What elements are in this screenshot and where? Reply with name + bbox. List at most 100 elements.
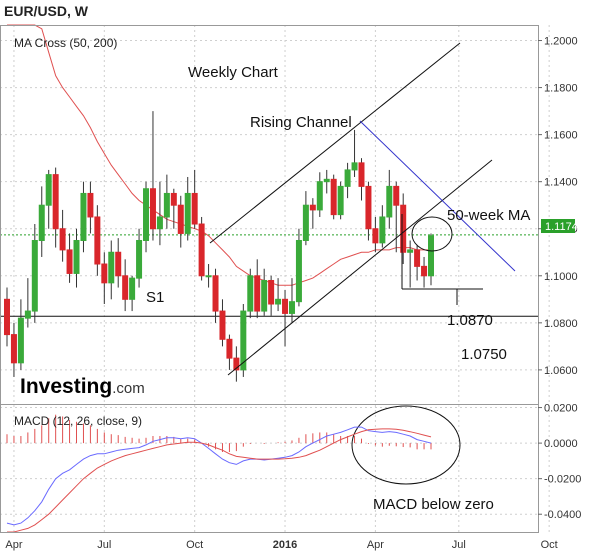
macd-tick-label: 0.0200 xyxy=(544,403,578,415)
target-1-label: 1.0870 xyxy=(447,312,493,329)
candle xyxy=(323,169,330,194)
candle-body xyxy=(184,192,191,234)
candle-body xyxy=(309,204,316,211)
candle xyxy=(400,193,407,265)
candle-body xyxy=(122,275,129,300)
time-tick-label: Apr xyxy=(5,539,22,551)
candle xyxy=(337,181,344,220)
candle xyxy=(421,256,428,288)
candle-body xyxy=(191,192,198,225)
candle-body xyxy=(156,216,163,230)
brand-logo: Investing.com xyxy=(20,375,145,398)
candle xyxy=(212,268,219,323)
macd-highlight-circle xyxy=(351,405,461,485)
brand-suffix: .com xyxy=(112,380,145,397)
candle-body xyxy=(226,338,233,359)
candle xyxy=(101,252,108,305)
candle-body xyxy=(80,192,87,241)
candle xyxy=(268,275,275,316)
target-2-label: 1.0750 xyxy=(461,346,507,363)
candle-body xyxy=(198,223,205,277)
candle xyxy=(122,259,129,312)
macd-annotation: MACD below zero xyxy=(373,496,494,513)
ma-line-ma50 xyxy=(7,24,431,286)
candle-body xyxy=(316,181,323,211)
candle xyxy=(309,198,316,229)
candle xyxy=(414,245,421,281)
candle xyxy=(129,275,136,312)
candle-body xyxy=(10,334,17,364)
time-tick-label: Oct xyxy=(541,539,558,551)
candle-body xyxy=(302,204,309,241)
candle xyxy=(66,233,73,283)
channel-upper-line xyxy=(209,42,461,244)
candle-body xyxy=(428,235,434,277)
candle-body xyxy=(87,192,94,218)
ma-50-label: 50-week MA xyxy=(447,207,530,224)
candle-body xyxy=(268,279,275,305)
current-price-value: 1.1174 xyxy=(545,221,578,233)
candle xyxy=(163,174,170,229)
time-tick-label: Jul xyxy=(452,539,466,551)
candle xyxy=(170,188,177,229)
candlestick-series xyxy=(4,111,434,382)
candle xyxy=(17,299,24,370)
chart-title: Weekly Chart xyxy=(188,64,279,81)
candle-body xyxy=(143,188,150,241)
candle xyxy=(330,174,337,220)
pair-title: EUR/USD, W xyxy=(4,3,88,19)
candle xyxy=(4,287,10,347)
candle xyxy=(24,278,31,328)
macd-series xyxy=(6,414,432,533)
candle-body xyxy=(17,317,24,364)
candle-body xyxy=(149,188,156,230)
candle-body xyxy=(358,162,365,187)
candle xyxy=(38,186,45,257)
candle xyxy=(149,111,156,241)
candle xyxy=(45,169,52,229)
candle-body xyxy=(400,204,407,253)
candle xyxy=(31,224,38,323)
candle-body xyxy=(219,310,226,340)
candle-body xyxy=(38,204,45,241)
grid-lines xyxy=(0,25,550,532)
candle-body xyxy=(282,298,289,314)
candle-body xyxy=(261,279,268,312)
candle xyxy=(136,228,143,288)
time-tick-label: 2016 xyxy=(273,539,297,551)
candle-body xyxy=(344,169,351,187)
candle-body xyxy=(163,192,170,218)
price-tick-label: 1.1800 xyxy=(544,83,578,95)
candle xyxy=(233,346,240,382)
candle-body xyxy=(330,178,337,216)
svg-text:Investing.com: Investing.com xyxy=(20,375,145,398)
moving-averages xyxy=(7,24,431,286)
candle-body xyxy=(177,204,184,234)
candle-body xyxy=(247,275,254,312)
candle xyxy=(73,228,80,288)
candle-body xyxy=(115,251,122,277)
candle xyxy=(393,181,400,253)
time-tick-label: Oct xyxy=(186,539,203,551)
axes: 1.20001.18001.16001.14001.12001.10001.08… xyxy=(0,25,581,551)
candle xyxy=(261,268,268,316)
candle xyxy=(316,172,323,217)
macd-tick-label: -0.0200 xyxy=(544,474,581,486)
candle-body xyxy=(365,185,372,230)
candle-body xyxy=(233,357,240,371)
candle-body xyxy=(136,239,143,279)
candle-body xyxy=(59,228,66,251)
candle-body xyxy=(372,228,379,244)
price-tick-label: 1.2000 xyxy=(544,36,578,48)
time-tick-label: Jul xyxy=(97,539,111,551)
candle xyxy=(205,264,212,288)
price-highlight-circle xyxy=(411,216,453,252)
candle xyxy=(156,181,163,246)
candle xyxy=(407,240,414,288)
candle-body xyxy=(407,249,414,253)
candle-body xyxy=(129,277,136,300)
price-tick-label: 1.1400 xyxy=(544,177,578,189)
candle xyxy=(282,289,289,347)
candle-body xyxy=(275,298,282,305)
